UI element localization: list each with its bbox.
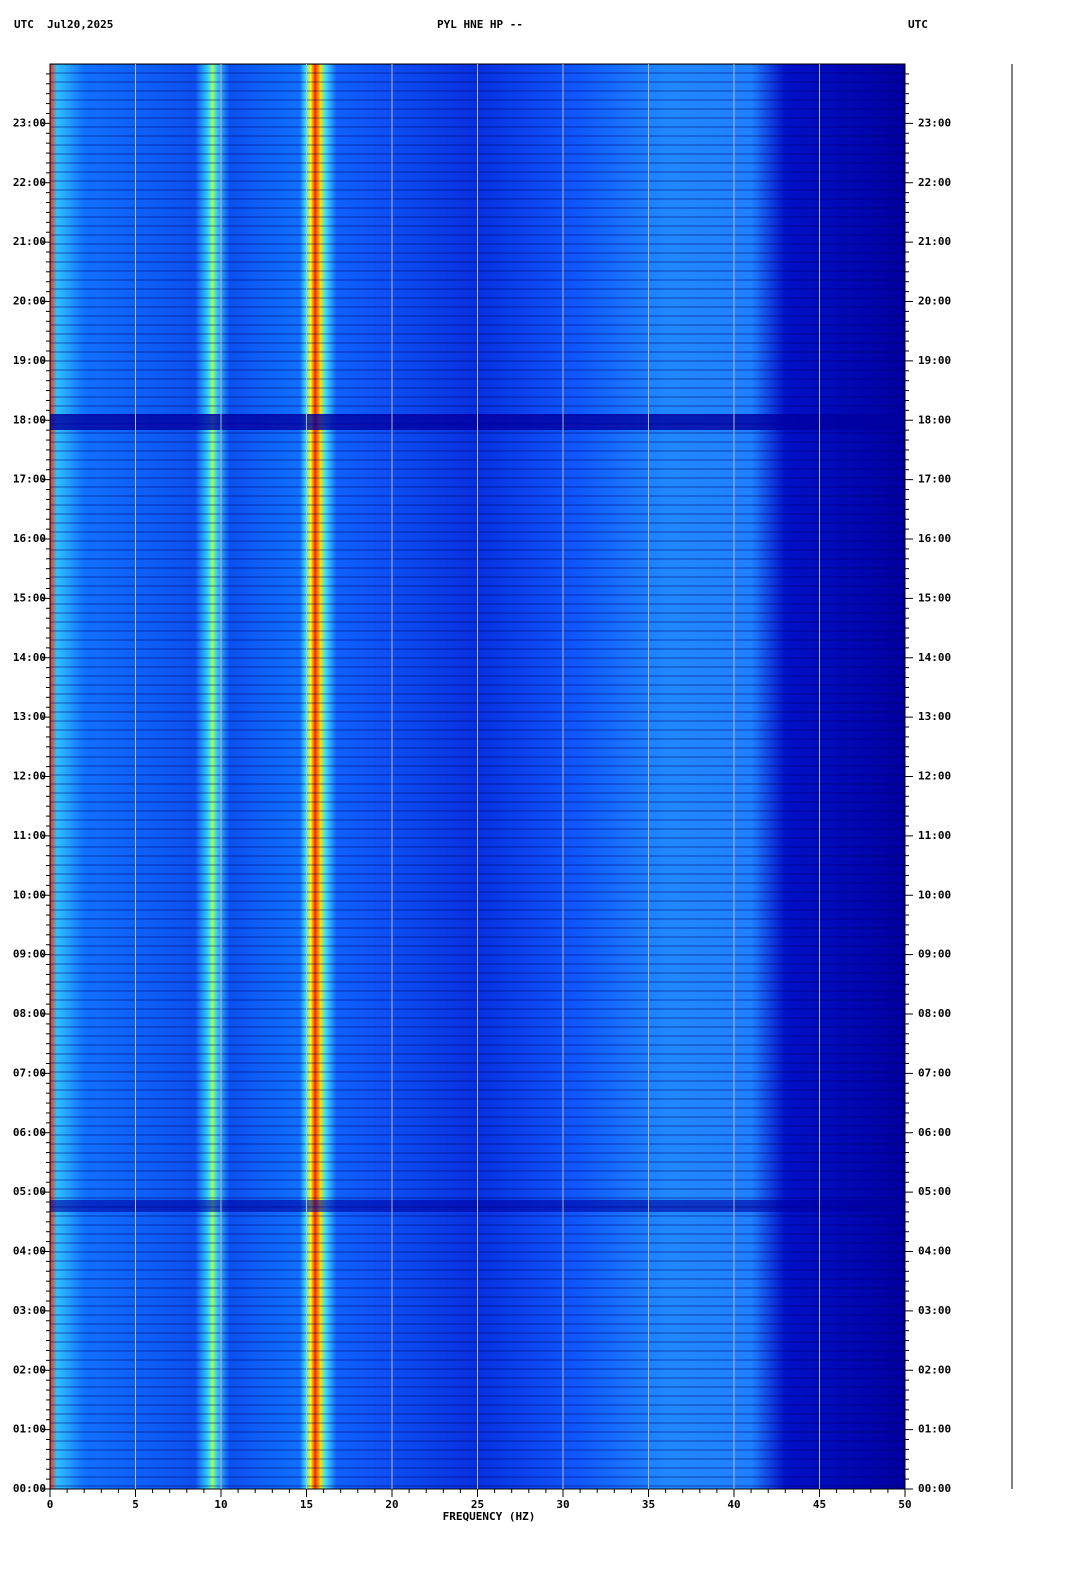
y-tick-label-right: 15:00 <box>918 591 951 604</box>
y-tick-label: 15:00 <box>13 591 46 604</box>
y-tick-label: 18:00 <box>13 413 46 426</box>
y-tick-label: 06:00 <box>13 1126 46 1139</box>
y-tick-label: 10:00 <box>13 888 46 901</box>
y-tick-label: 01:00 <box>13 1423 46 1436</box>
y-tick-label-right: 16:00 <box>918 532 951 545</box>
header-right: UTC <box>908 18 928 31</box>
y-tick-label-right: 01:00 <box>918 1423 951 1436</box>
y-tick-label-right: 14:00 <box>918 651 951 664</box>
x-tick-label: 30 <box>556 1498 569 1511</box>
y-tick-label: 09:00 <box>13 948 46 961</box>
y-tick-label-right: 04:00 <box>918 1245 951 1258</box>
y-tick-label: 11:00 <box>13 829 46 842</box>
y-tick-label-right: 20:00 <box>918 295 951 308</box>
x-tick-label: 10 <box>214 1498 227 1511</box>
y-tick-label: 12:00 <box>13 770 46 783</box>
y-tick-label-right: 10:00 <box>918 888 951 901</box>
y-tick-label-right: 06:00 <box>918 1126 951 1139</box>
chart-title: PYL HNE HP -- <box>437 18 523 31</box>
y-tick-label-right: 17:00 <box>918 473 951 486</box>
x-axis-label: FREQUENCY (HZ) <box>443 1510 536 1523</box>
x-tick-label: 5 <box>132 1498 139 1511</box>
y-tick-label: 04:00 <box>13 1245 46 1258</box>
y-tick-label: 00:00 <box>13 1482 46 1495</box>
y-tick-label: 03:00 <box>13 1304 46 1317</box>
y-tick-label-right: 02:00 <box>918 1363 951 1376</box>
y-tick-label: 07:00 <box>13 1066 46 1079</box>
y-tick-label-right: 22:00 <box>918 176 951 189</box>
y-tick-label: 14:00 <box>13 651 46 664</box>
x-tick-label: 20 <box>385 1498 398 1511</box>
x-tick-label: 35 <box>642 1498 655 1511</box>
x-tick-label: 50 <box>898 1498 911 1511</box>
y-tick-label: 23:00 <box>13 116 46 129</box>
y-tick-label-right: 09:00 <box>918 948 951 961</box>
x-tick-label: 45 <box>813 1498 826 1511</box>
header-left: UTC Jul20,2025 <box>14 18 113 31</box>
y-tick-label-right: 19:00 <box>918 354 951 367</box>
y-tick-label-right: 08:00 <box>918 1007 951 1020</box>
y-tick-label: 21:00 <box>13 235 46 248</box>
y-tick-label: 02:00 <box>13 1363 46 1376</box>
x-tick-label: 0 <box>47 1498 54 1511</box>
y-tick-label: 17:00 <box>13 473 46 486</box>
y-tick-label-right: 12:00 <box>918 770 951 783</box>
y-tick-label-right: 00:00 <box>918 1482 951 1495</box>
x-tick-label: 15 <box>300 1498 313 1511</box>
y-tick-label-right: 03:00 <box>918 1304 951 1317</box>
y-tick-label-right: 21:00 <box>918 235 951 248</box>
y-tick-label: 05:00 <box>13 1185 46 1198</box>
y-tick-label: 20:00 <box>13 295 46 308</box>
x-tick-label: 25 <box>471 1498 484 1511</box>
y-tick-label-right: 13:00 <box>918 710 951 723</box>
x-tick-label: 40 <box>727 1498 740 1511</box>
y-tick-label-right: 23:00 <box>918 116 951 129</box>
y-tick-label-right: 18:00 <box>918 413 951 426</box>
y-tick-label: 13:00 <box>13 710 46 723</box>
y-tick-label: 08:00 <box>13 1007 46 1020</box>
y-tick-label: 16:00 <box>13 532 46 545</box>
y-tick-label-right: 05:00 <box>918 1185 951 1198</box>
y-tick-label: 22:00 <box>13 176 46 189</box>
y-tick-label: 19:00 <box>13 354 46 367</box>
y-tick-label-right: 07:00 <box>918 1066 951 1079</box>
y-tick-label-right: 11:00 <box>918 829 951 842</box>
